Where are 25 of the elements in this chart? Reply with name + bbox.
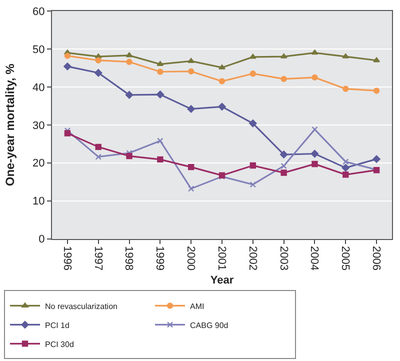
x-tick-label: 2006 xyxy=(370,246,382,270)
y-axis-title: One-year mortality, % xyxy=(2,63,17,186)
y-tick-label: 50 xyxy=(32,44,45,56)
x-tick-label: 1997 xyxy=(92,246,104,270)
x-tick-label: 1996 xyxy=(60,246,73,270)
x-axis-title: Year xyxy=(210,274,234,287)
x-tick-label: 1999 xyxy=(154,246,166,270)
x-tick-label: 2002 xyxy=(246,246,258,270)
y-tick-label: 20 xyxy=(32,158,45,170)
y-tick-label: 10 xyxy=(32,196,45,208)
legend-label: PCI 30d xyxy=(45,340,74,349)
y-tick-label: 0 xyxy=(38,234,45,246)
y-tick-label: 30 xyxy=(32,120,45,132)
y-tick-label: 40 xyxy=(32,82,45,94)
legend-label: CABG 90d xyxy=(190,320,228,330)
x-tick-label: 2004 xyxy=(308,246,320,270)
x-tick-label: 2005 xyxy=(339,246,352,270)
x-tick-label: 2000 xyxy=(184,246,197,270)
legend-label: No revascularization xyxy=(45,302,118,311)
legend-label: PCI 1d xyxy=(45,320,70,330)
x-tick-label: 1998 xyxy=(122,246,135,270)
legend-label: AMI xyxy=(190,302,204,311)
y-tick-label: 60 xyxy=(32,6,45,18)
x-tick-label: 2001 xyxy=(215,246,228,270)
x-tick-label: 2003 xyxy=(277,246,290,270)
